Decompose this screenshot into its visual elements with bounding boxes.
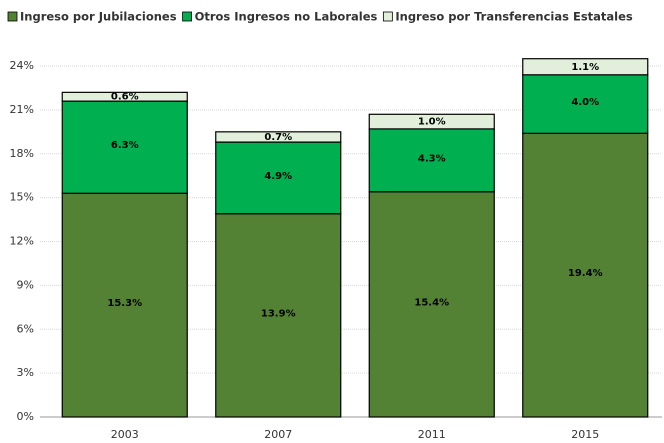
value-label: 4.3% <box>418 153 446 164</box>
value-label: 1.0% <box>418 117 446 128</box>
value-label: 13.9% <box>261 308 296 319</box>
y-tick-label: 18% <box>10 147 34 160</box>
x-tick-label: 2007 <box>264 428 292 441</box>
bar-segment <box>215 131 342 143</box>
x-tick-label: 2011 <box>418 428 446 441</box>
value-label: 4.0% <box>571 97 599 108</box>
bar-segment <box>522 58 649 76</box>
y-tick-label: 6% <box>17 322 34 335</box>
value-label: 0.7% <box>264 132 292 143</box>
value-label: 15.3% <box>107 298 142 309</box>
value-label: 0.6% <box>111 92 139 103</box>
bar-segment <box>368 128 495 193</box>
y-tick-label: 15% <box>10 191 34 204</box>
y-tick-label: 0% <box>17 410 34 423</box>
value-label: 15.4% <box>414 297 449 308</box>
bar-segment <box>215 213 342 418</box>
legend-label: Ingreso por Jubilaciones <box>20 10 177 24</box>
y-tick-label: 21% <box>10 103 34 116</box>
x-tick-label: 2015 <box>571 428 599 441</box>
bar-segment <box>61 100 188 194</box>
value-label: 19.4% <box>568 268 603 279</box>
legend-label: Ingreso por Transferencias Estatales <box>395 10 633 24</box>
bar-segment <box>61 192 188 418</box>
legend-swatch <box>182 11 192 22</box>
value-label: 1.1% <box>571 62 599 73</box>
bar-segment <box>522 74 649 134</box>
y-tick-label: 9% <box>17 278 34 291</box>
x-tick-label: 2003 <box>111 428 139 441</box>
bar-segment <box>61 91 188 102</box>
y-tick-label: 3% <box>17 366 34 379</box>
bar-segment <box>522 132 649 418</box>
legend-swatch <box>7 11 18 22</box>
value-label: 4.9% <box>264 171 292 182</box>
legend-swatch <box>382 11 393 22</box>
bar-segment <box>368 113 495 130</box>
bar-segment <box>215 141 342 215</box>
y-tick-label: 12% <box>10 235 34 248</box>
legend-label: Otros Ingresos no Laborales <box>195 10 378 24</box>
bar-segment <box>368 191 495 418</box>
value-label: 6.3% <box>111 140 139 151</box>
y-tick-label: 24% <box>10 59 34 72</box>
